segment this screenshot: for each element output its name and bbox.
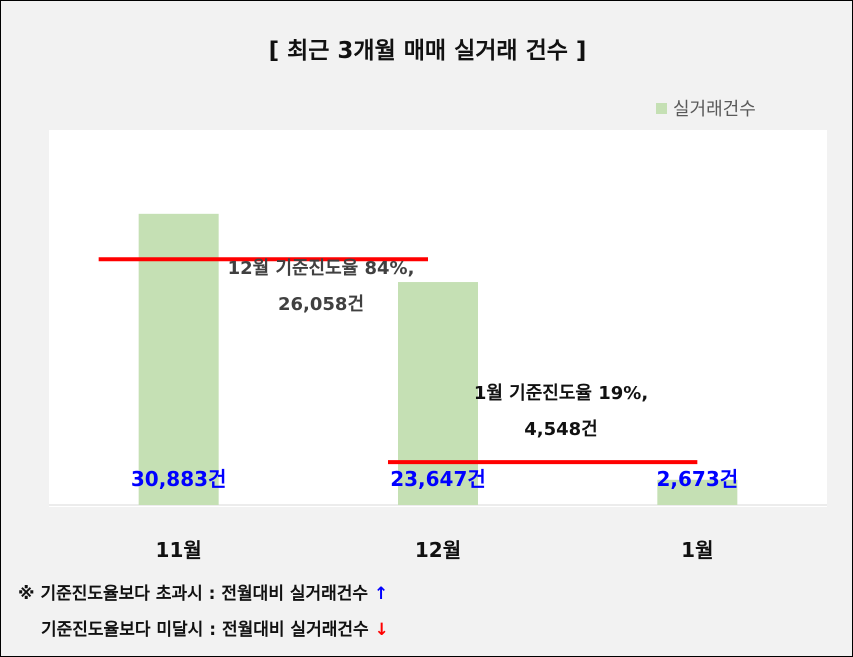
bar-3	[657, 479, 738, 505]
legend-swatch	[656, 102, 667, 114]
bar-value-label: 30,883건	[130, 467, 227, 491]
bar-2	[398, 282, 478, 505]
annotation-line2: 26,058건	[277, 294, 365, 315]
category-label: 11월	[155, 538, 202, 562]
bar-value-label: 2,673건	[656, 467, 739, 491]
reference-annotation-january: 1월 기준진도율 19%, 4,548건	[441, 376, 681, 448]
bar-1	[138, 213, 219, 505]
reference-annotation-december: 12월 기준진도율 84%, 26,058건	[201, 251, 441, 323]
footnote-text: 기준진도율보다 미달시 : 전월대비 실거래건수	[41, 620, 375, 640]
legend-label: 실거래건수	[673, 99, 756, 120]
arrow-down-icon: ↓	[374, 620, 389, 640]
chart-svg	[49, 213, 827, 506]
footnote-exceed: ※ 기준진도율보다 초과시 : 전월대비 실거래건수 ↑	[18, 579, 388, 604]
chart-title: [ 최근 3개월 매매 실거래 건수 ]	[268, 38, 587, 64]
category-label: 12월	[414, 538, 462, 562]
footnote-below: 기준진도율보다 미달시 : 전월대비 실거래건수 ↓	[41, 615, 389, 640]
plot-area	[49, 130, 827, 507]
annotation-line1: 1월 기준진도율 19%,	[473, 383, 649, 404]
category-label: 1월	[681, 538, 714, 562]
annotation-line1: 12월 기준진도율 84%,	[227, 258, 415, 279]
annotation-line2: 4,548건	[524, 419, 598, 440]
footnote-text: ※ 기준진도율보다 초과시 : 전월대비 실거래건수	[18, 584, 374, 604]
legend: 실거래건수	[656, 95, 756, 121]
bar-value-label: 23,647건	[390, 467, 486, 491]
arrow-up-icon: ↑	[374, 584, 389, 604]
